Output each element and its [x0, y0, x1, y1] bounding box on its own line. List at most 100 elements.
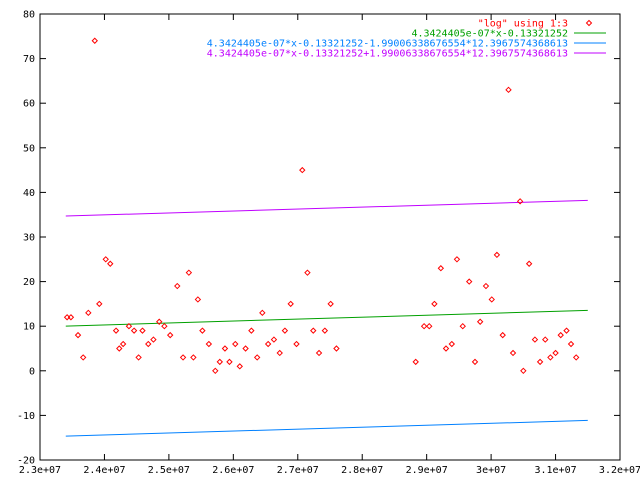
data-point [437, 265, 445, 272]
data-point [85, 309, 92, 317]
data-point [74, 331, 82, 339]
data-point [130, 327, 138, 334]
data-point [459, 322, 466, 330]
data-point [248, 327, 255, 334]
data-point [299, 166, 306, 174]
data-point [125, 322, 133, 330]
x-tick-label: 2.4e+07 [83, 465, 125, 476]
data-point [499, 331, 506, 339]
data-point [310, 327, 317, 334]
data-point [91, 37, 98, 44]
legend-label: "log" using 1:3 [478, 19, 568, 30]
y-tick-label: 0 [29, 366, 35, 377]
data-point [333, 345, 340, 352]
data-point [488, 296, 495, 303]
x-tick-label: 3.1e+07 [534, 465, 576, 476]
data-point [542, 336, 549, 343]
data-point [321, 327, 329, 334]
data-point [547, 354, 554, 361]
data-point [79, 354, 87, 361]
data-point [293, 340, 300, 348]
data-point [442, 345, 450, 352]
fit-line [65, 309, 588, 327]
data-point [107, 260, 114, 267]
data-point [150, 336, 157, 343]
data-point [226, 358, 233, 366]
data-point [270, 336, 278, 343]
x-tick-label: 3.2e+07 [599, 465, 640, 476]
data-point [221, 345, 229, 352]
data-point [145, 340, 152, 348]
data-point [166, 331, 174, 339]
data-point [448, 340, 456, 348]
data-point [509, 349, 517, 357]
y-tick-label: 10 [23, 322, 35, 333]
data-point [572, 354, 580, 361]
data-point [139, 327, 146, 334]
x-tick-label: 3e+07 [476, 465, 506, 476]
data-point [287, 300, 294, 308]
y-tick-label: 60 [23, 99, 35, 110]
legend-label: 4.3424405e-07*x-0.13321252-1.99006338676… [207, 39, 568, 50]
x-tick-label: 2.3e+07 [19, 465, 61, 476]
data-point [119, 340, 127, 348]
x-tick-label: 2.5e+07 [148, 465, 190, 476]
y-tick-label: 50 [23, 143, 35, 154]
data-point [281, 327, 289, 334]
data-point [505, 86, 512, 94]
data-point [304, 269, 311, 276]
data-point [264, 340, 272, 348]
data-point [412, 358, 419, 366]
fit-line [65, 419, 588, 437]
x-tick-label: 2.6e+07 [212, 465, 254, 476]
data-point [465, 278, 473, 285]
data-point [259, 309, 266, 317]
data-point [327, 300, 334, 308]
data-point [536, 358, 544, 366]
fit-lines [65, 199, 588, 437]
data-point [199, 327, 206, 334]
data-point [276, 349, 283, 357]
data-point [315, 349, 323, 357]
x-tick-label: 2.8e+07 [341, 465, 383, 476]
data-point [525, 260, 533, 267]
data-point [253, 354, 261, 361]
y-tick-label: 70 [23, 54, 35, 65]
data-point [557, 331, 564, 339]
y-tick-label: -10 [17, 411, 35, 422]
y-tick-label: 80 [23, 10, 35, 21]
data-point [431, 300, 438, 308]
legend: "log" using 1:34.3424405e-07*x-0.1332125… [207, 19, 606, 60]
data-point [420, 322, 428, 330]
data-point [426, 322, 433, 330]
data-point [453, 256, 461, 263]
data-point [179, 354, 187, 361]
data-point [216, 358, 224, 366]
data-point [135, 354, 142, 361]
x-tick-label: 2.7e+07 [277, 465, 319, 476]
data-point [161, 322, 168, 330]
data-point [236, 363, 243, 370]
y-tick-label: 30 [23, 233, 35, 244]
data-point [67, 314, 75, 321]
data-point [552, 349, 559, 357]
axis-ticks [39, 13, 621, 461]
x-tick-label: 2.9e+07 [406, 465, 448, 476]
legend-marker [585, 19, 593, 27]
data-point [174, 282, 181, 290]
fit-line [65, 199, 588, 217]
data-point [482, 282, 490, 290]
data-point [232, 340, 239, 348]
data-point [516, 198, 524, 205]
data-point [112, 327, 120, 334]
data-point [212, 367, 219, 375]
data-point [185, 269, 193, 276]
data-point [520, 367, 527, 375]
data-point [190, 354, 197, 361]
data-point [116, 345, 123, 352]
data-point [156, 318, 163, 325]
plot-frame [39, 13, 621, 461]
data-point [563, 327, 570, 334]
legend-label: 4.3424405e-07*x-0.13321252 [411, 29, 568, 40]
